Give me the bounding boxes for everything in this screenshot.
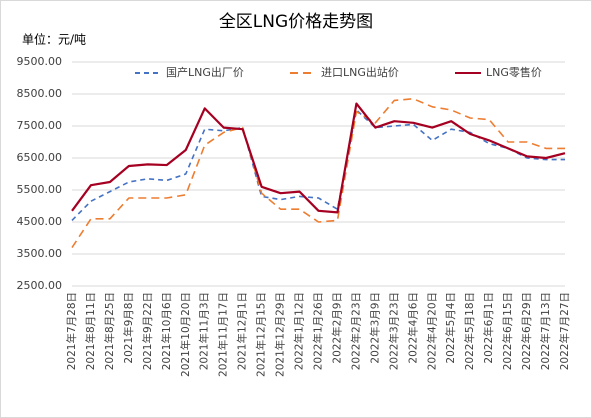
x-tick-label: 2022年2月23日	[349, 292, 362, 370]
x-tick-label: 2021年12月1日	[236, 292, 249, 370]
legend-label: 国产LNG出厂价	[166, 65, 244, 79]
y-tick-label: 3500.00	[17, 247, 63, 260]
x-tick-label: 2022年3月23日	[387, 292, 400, 370]
x-tick-label: 2022年7月27日	[558, 292, 571, 370]
x-tick-label: 2022年1月12日	[293, 292, 306, 370]
y-tick-label: 7500.00	[17, 119, 63, 132]
chart-title: 全区LNG价格走势图	[219, 12, 373, 32]
x-tick-label: 2022年5月4日	[444, 292, 457, 364]
x-tick-label: 2022年7月13日	[539, 292, 552, 370]
x-tick-label: 2021年8月25日	[103, 292, 116, 370]
x-tick-label: 2022年1月26日	[312, 292, 325, 370]
x-tick-label: 2022年6月1日	[482, 292, 495, 364]
y-tick-label: 4500.00	[17, 215, 63, 228]
x-tick-label: 2022年6月15日	[501, 292, 514, 370]
x-tick-label: 2021年9月8日	[122, 292, 135, 364]
y-tick-label: 8500.00	[17, 87, 63, 100]
x-tick-label: 2021年7月28日	[65, 292, 78, 370]
x-tick-label: 2021年12月29日	[274, 292, 287, 377]
legend-label: LNG零售价	[486, 65, 542, 79]
y-tick-label: 9500.00	[17, 55, 63, 68]
x-tick-label: 2022年2月9日	[330, 292, 343, 364]
series-line	[71, 109, 565, 221]
x-tick-label: 2021年10月6日	[160, 292, 173, 370]
y-tick-label: 2500.00	[17, 279, 63, 292]
series-line	[71, 102, 566, 214]
unit-label: 单位：元/吨	[22, 32, 86, 47]
x-tick-label: 2022年4月6日	[406, 292, 419, 364]
x-tick-label: 2021年11月3日	[198, 292, 211, 370]
y-tick-label: 5500.00	[17, 183, 63, 196]
x-tick-label: 2022年4月20日	[425, 292, 438, 370]
x-tick-label: 2022年6月29日	[520, 292, 533, 370]
x-tick-label: 2021年11月17日	[217, 292, 230, 377]
x-tick-label: 2021年12月15日	[255, 292, 268, 377]
y-tick-label: 6500.00	[17, 151, 63, 164]
series-line	[71, 98, 565, 249]
x-tick-label: 2021年9月22日	[141, 292, 154, 370]
x-tick-label: 2021年10月20日	[179, 292, 192, 377]
x-tick-label: 2022年5月18日	[463, 292, 476, 370]
legend-label: 进口LNG出站价	[321, 65, 399, 79]
x-tick-label: 2021年8月11日	[84, 292, 97, 370]
x-tick-label: 2022年3月9日	[368, 292, 381, 364]
